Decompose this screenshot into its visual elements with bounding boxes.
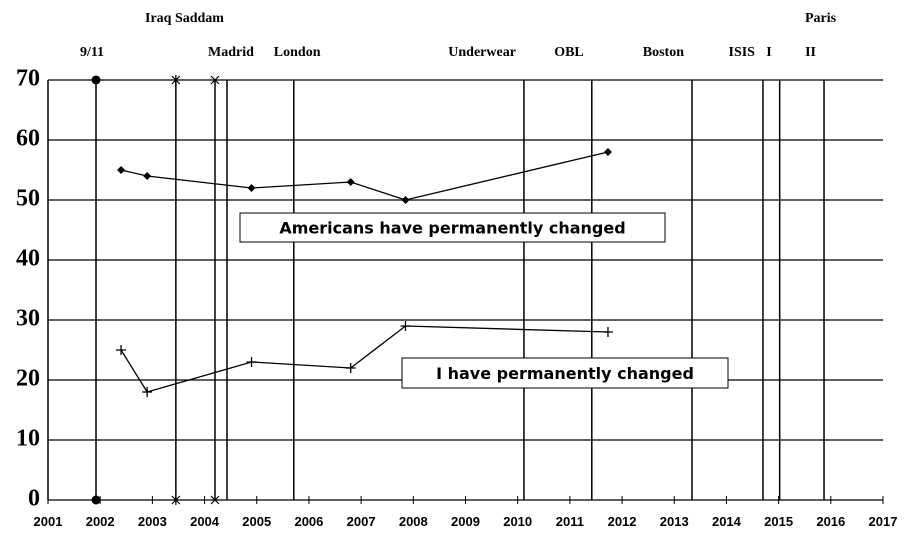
x-tick-label: 2007 (347, 514, 376, 529)
point (401, 196, 410, 204)
x-tick-label: 2012 (608, 514, 637, 529)
point (602, 327, 613, 337)
y-tick-label: 60 (16, 126, 40, 152)
x-tick-label: 2002 (86, 514, 115, 529)
event-label: 9/11 (80, 45, 104, 60)
x-tick-label: 2015 (764, 514, 793, 529)
event-label: Boston (643, 45, 684, 60)
x-tick-label: 2005 (242, 514, 271, 529)
y-tick-label: 0 (28, 486, 40, 512)
x-tick-label: 2010 (503, 514, 532, 529)
annotation: Paris (805, 11, 837, 26)
event-label: I (766, 45, 771, 60)
series-line (120, 151, 609, 201)
x-tick-label: 2001 (34, 514, 63, 529)
point (346, 178, 355, 186)
legend-label: Americans have permanently changed (279, 219, 625, 238)
x-tick-label: 2014 (712, 514, 742, 529)
point (117, 166, 126, 174)
event-label: London (274, 45, 321, 60)
event-label: Underwear (448, 45, 516, 60)
point (142, 387, 153, 397)
point (345, 363, 356, 373)
legend-box (239, 212, 666, 243)
event-marker (91, 495, 101, 505)
x-tick-label: 2003 (138, 514, 167, 529)
x-tick-label: 2004 (190, 514, 220, 529)
x-tick-label: 2009 (451, 514, 480, 529)
x-tick-label: 2017 (869, 514, 898, 529)
point (400, 321, 411, 331)
y-tick-label: 70 (16, 66, 40, 92)
event-label: ISIS (729, 45, 756, 60)
event-marker (171, 495, 181, 505)
x-tick-label: 2016 (816, 514, 845, 529)
point (143, 172, 152, 180)
x-tick-label: 2008 (399, 514, 428, 529)
y-tick-label: 50 (16, 186, 40, 212)
annotation: Iraq Saddam (145, 11, 224, 26)
event-marker (210, 75, 220, 85)
event-marker (210, 495, 220, 505)
point (246, 357, 257, 367)
point (247, 184, 256, 192)
event-marker (171, 75, 181, 85)
event-label: OBL (554, 45, 584, 60)
y-tick-label: 20 (16, 366, 40, 392)
legend-box (401, 357, 729, 389)
x-tick-label: 2013 (660, 514, 689, 529)
point (116, 345, 127, 355)
x-tick-label: 2006 (294, 514, 323, 529)
legend-label: I have permanently changed (436, 364, 694, 383)
y-tick-label: 40 (16, 246, 40, 272)
event-label: Madrid (208, 45, 254, 60)
event-label: II (805, 45, 816, 60)
x-tick-label: 2011 (556, 514, 584, 529)
y-tick-label: 10 (16, 426, 40, 452)
point (603, 148, 612, 156)
series-line (120, 325, 608, 393)
event-marker (91, 75, 101, 85)
y-tick-label: 30 (16, 306, 40, 332)
